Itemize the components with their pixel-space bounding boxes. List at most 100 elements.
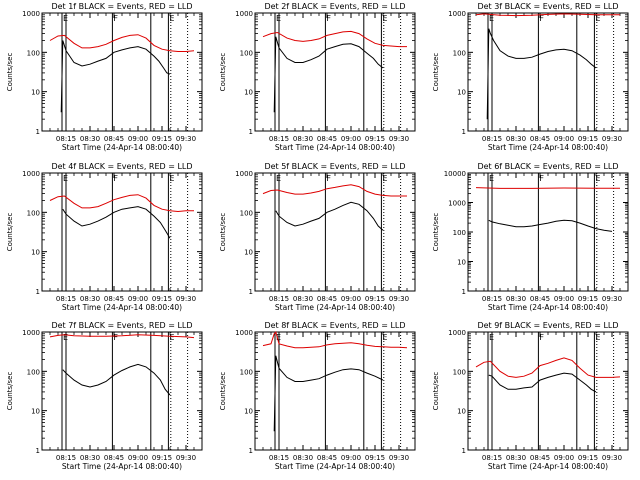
panel-det-5: Det 5f BLACK = Events, RED = LLD Counts/s… <box>219 162 416 312</box>
time-marker-label: E <box>595 174 600 183</box>
x-tick-label: 09:15 <box>365 454 385 462</box>
y-tick-label: 1 <box>462 128 466 136</box>
x-axis-label: Start Time (24-Apr-14 08:00:40) <box>488 303 608 312</box>
time-marker-label: F <box>539 174 544 183</box>
x-tick-label: 08:30 <box>80 295 100 303</box>
y-tick-label: 1000 <box>235 329 253 337</box>
x-tick-label: 08:15 <box>56 454 76 462</box>
time-marker-label: E <box>595 14 600 23</box>
series-lld-line <box>262 330 408 349</box>
y-tick-label: 1 <box>36 447 40 455</box>
x-tick-label: 09:00 <box>128 135 148 143</box>
panel-title: Det 7f BLACK = Events, RED = LLD <box>51 321 192 330</box>
time-marker-label: E <box>595 333 600 342</box>
x-tick-label: 09:00 <box>341 295 361 303</box>
y-tick-label: 10000 <box>444 170 466 178</box>
x-tick-label: 09:30 <box>389 295 409 303</box>
series-events-line <box>273 355 384 432</box>
series-lld-line <box>262 184 407 197</box>
y-tick-label: 1000 <box>235 10 253 18</box>
panel-title: Det 8f BLACK = Events, RED = LLD <box>264 321 405 330</box>
x-tick-label: 08:30 <box>293 135 313 143</box>
series-lld-line <box>49 34 195 52</box>
y-tick-label: 1000 <box>448 200 466 208</box>
panel-title: Det 3f BLACK = Events, RED = LLD <box>477 2 618 11</box>
y-tick-label: 10 <box>457 408 466 416</box>
x-tick-label: 08:30 <box>80 135 100 143</box>
x-tick-label: 08:45 <box>317 135 337 143</box>
x-tick-label: 08:15 <box>56 295 76 303</box>
x-tick-label: 09:00 <box>128 295 148 303</box>
x-tick-label: 08:45 <box>530 454 550 462</box>
series-lld-line <box>262 30 407 48</box>
x-tick-label: 08:45 <box>530 295 550 303</box>
series-lld-line <box>49 334 195 339</box>
time-marker-label: F <box>113 333 118 342</box>
x-tick-label: 08:15 <box>269 135 289 143</box>
y-tick-label: 1000 <box>448 10 466 18</box>
x-tick-label: 09:15 <box>152 454 172 462</box>
y-tick-label: 100 <box>453 229 466 237</box>
y-tick-label: 1000 <box>448 329 466 337</box>
y-axis-label: Counts/sec <box>432 213 440 252</box>
y-tick-label: 100 <box>240 209 253 217</box>
x-tick-label: 08:15 <box>56 135 76 143</box>
x-tick-label: 08:15 <box>269 454 289 462</box>
panel-title: Det 6f BLACK = Events, RED = LLD <box>477 162 618 171</box>
y-axis-label: Counts/sec <box>432 53 440 92</box>
x-tick-label: 08:30 <box>506 135 526 143</box>
y-tick-label: 1000 <box>22 10 40 18</box>
x-tick-label: 09:00 <box>554 454 574 462</box>
series-events-line <box>488 219 613 232</box>
panel-title: Det 2f BLACK = Events, RED = LLD <box>264 2 405 11</box>
series-lld-line <box>49 194 194 213</box>
panel-det-7: Det 7f BLACK = Events, RED = LLD Counts/s… <box>6 321 203 471</box>
x-tick-label: 09:00 <box>341 454 361 462</box>
panel-det-9: Det 9f BLACK = Events, RED = LLD Counts/s… <box>432 321 629 471</box>
y-tick-label: 10 <box>244 408 253 416</box>
x-tick-label: 08:30 <box>293 454 313 462</box>
y-axis-label: Counts/sec <box>432 372 440 411</box>
panel-det-4: Det 4f BLACK = Events, RED = LLD Counts/s… <box>6 162 203 312</box>
y-tick-label: 10 <box>457 89 466 97</box>
series-events-line <box>62 206 171 239</box>
time-marker-label: E <box>382 333 387 342</box>
x-tick-label: 09:15 <box>365 135 385 143</box>
x-axis-label: Start Time (24-Apr-14 08:00:40) <box>62 303 182 312</box>
x-tick-label: 09:30 <box>176 295 196 303</box>
x-axis-label: Start Time (24-Apr-14 08:00:40) <box>275 303 395 312</box>
y-tick-label: 1 <box>462 447 466 455</box>
y-axis-label: Counts/sec <box>6 53 14 92</box>
x-axis-label: Start Time (24-Apr-14 08:00:40) <box>488 462 608 471</box>
series-lld-line <box>475 357 621 378</box>
x-tick-label: 09:15 <box>152 295 172 303</box>
time-marker-label: F <box>326 174 331 183</box>
x-tick-label: 09:30 <box>389 454 409 462</box>
panel-det-8: Det 8f BLACK = Events, RED = LLD Counts/s… <box>219 321 416 471</box>
y-axis-label: Counts/sec <box>219 53 227 92</box>
x-tick-label: 09:00 <box>341 135 361 143</box>
x-tick-label: 08:45 <box>530 135 550 143</box>
time-marker-label: F <box>326 14 331 23</box>
x-tick-label: 08:45 <box>104 295 124 303</box>
x-tick-label: 08:45 <box>104 135 124 143</box>
time-marker-label: F <box>113 14 118 23</box>
x-tick-label: 09:00 <box>554 295 574 303</box>
series-lld-line <box>475 187 620 189</box>
series-lld-line <box>475 13 620 17</box>
y-tick-label: 1000 <box>22 170 40 178</box>
x-tick-label: 09:30 <box>176 135 196 143</box>
y-tick-label: 1 <box>462 288 466 296</box>
y-axis-label: Counts/sec <box>219 372 227 411</box>
y-tick-label: 10 <box>31 408 40 416</box>
time-marker-label: F <box>113 174 118 183</box>
x-tick-label: 08:45 <box>317 295 337 303</box>
y-tick-label: 100 <box>240 368 253 376</box>
x-axis-label: Start Time (24-Apr-14 08:00:40) <box>275 462 395 471</box>
x-tick-label: 09:15 <box>365 295 385 303</box>
y-tick-label: 10 <box>31 249 40 257</box>
y-tick-label: 1000 <box>235 170 253 178</box>
y-tick-label: 1 <box>36 288 40 296</box>
x-tick-label: 09:00 <box>554 135 574 143</box>
